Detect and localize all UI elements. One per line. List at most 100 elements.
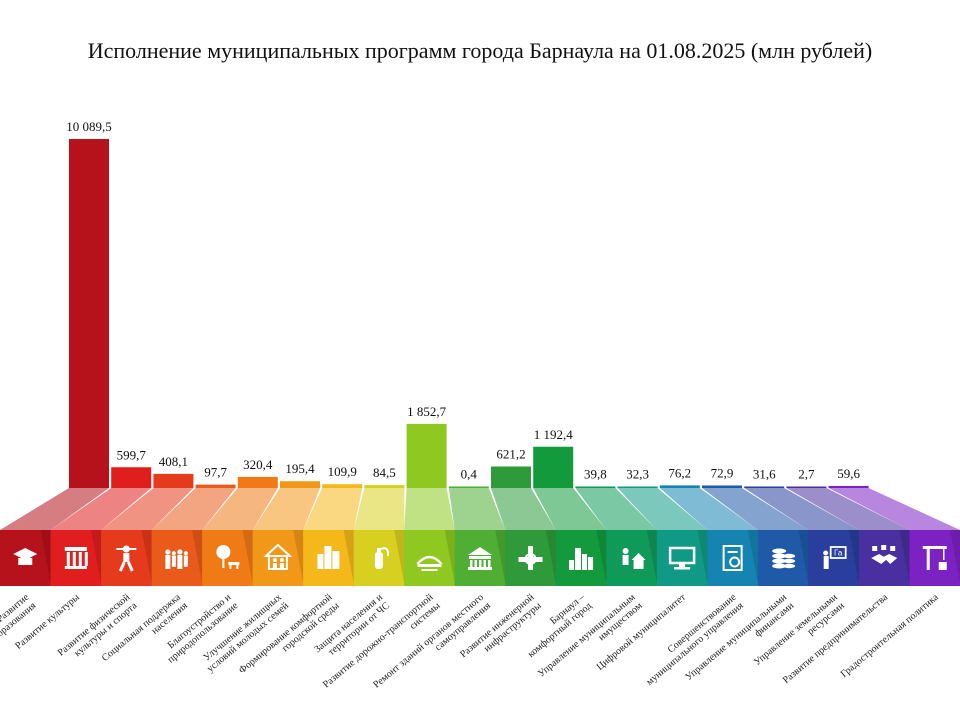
bar-value-label: 10 089,5 <box>66 119 112 134</box>
bar-value-label: 39,8 <box>584 467 607 482</box>
bar-connector <box>617 488 708 530</box>
graduation-cap-icon <box>13 548 38 565</box>
bar <box>533 446 574 488</box>
road-bridge-icon <box>416 555 443 571</box>
fire-extinguisher-icon <box>374 547 390 569</box>
category-tile <box>757 530 809 586</box>
category-tile <box>151 530 203 586</box>
bar-value-label: 59,6 <box>837 466 860 481</box>
tile-shade <box>848 530 860 586</box>
bar <box>195 484 236 488</box>
tile-shade <box>950 530 960 584</box>
tile-shade <box>91 530 102 586</box>
bar-connector <box>202 488 278 530</box>
bar-connector <box>353 488 405 530</box>
family-icon <box>165 549 188 569</box>
category-tile <box>202 530 254 586</box>
tile-shade <box>697 530 708 586</box>
bar <box>69 139 109 488</box>
tile-shade <box>545 530 557 586</box>
computer-icon <box>668 546 696 570</box>
tile-shade <box>242 530 254 586</box>
bar-value-label: 1 852,7 <box>407 404 447 419</box>
bar-connector <box>786 488 910 530</box>
bar <box>575 486 616 488</box>
bar-value-label: 109,9 <box>328 464 357 479</box>
tile-shade <box>293 530 304 586</box>
chart-title: Исполнение муниципальных программ города… <box>87 38 873 63</box>
bar-connector <box>828 488 960 530</box>
land-presentation-icon: Га <box>823 546 847 569</box>
house-family-icon <box>263 543 293 570</box>
bar-value-label: 76,2 <box>668 465 691 480</box>
category-label: Градостроительная политика <box>839 592 941 680</box>
bar-connector <box>575 488 657 530</box>
bar-value-label: 195,4 <box>285 461 315 476</box>
tile-shade <box>444 530 456 586</box>
bar-value-label: 72,9 <box>711 465 734 480</box>
bar <box>364 485 405 488</box>
pipes-valve-icon <box>518 546 543 570</box>
person-house-icon <box>622 548 646 569</box>
bar-connector <box>50 488 152 530</box>
land-board-label: Га <box>834 549 843 558</box>
category-tile <box>606 530 658 586</box>
bar-value-label: 32,3 <box>626 467 649 482</box>
tile-shade <box>747 530 759 586</box>
bar <box>406 423 447 488</box>
tree-bench-icon <box>216 545 240 569</box>
bar-connector <box>659 488 758 530</box>
bar-connector <box>404 488 455 530</box>
bar-connector <box>252 488 320 530</box>
bar-connector <box>101 488 194 530</box>
city-skyline-icon <box>569 548 594 570</box>
category-tile <box>555 530 607 586</box>
document-check-icon <box>722 545 743 571</box>
tile-shade <box>40 530 52 586</box>
bar-connector <box>744 488 859 530</box>
tile-shade <box>343 530 355 586</box>
bar <box>448 486 489 488</box>
category-tile <box>656 530 708 586</box>
category-tile <box>909 530 960 586</box>
bar-value-label: 599,7 <box>117 447 147 462</box>
athlete-icon <box>116 545 137 572</box>
tile-shade <box>394 530 405 586</box>
bar-connector <box>448 488 506 530</box>
bar <box>153 473 194 488</box>
theater-icon <box>64 547 88 569</box>
category-tile <box>252 530 304 586</box>
tile-shade <box>596 530 607 586</box>
bar-value-label: 84,5 <box>373 465 396 480</box>
handshake-icon <box>871 545 898 564</box>
bar-connector <box>491 488 556 530</box>
tile-shade <box>646 530 658 586</box>
tile-shade <box>141 530 153 586</box>
bar-connector <box>702 488 809 530</box>
tile-shade <box>899 530 910 586</box>
bar-value-label: 1 192,4 <box>534 427 574 442</box>
tile-shade <box>192 530 203 586</box>
bar-value-label: 0,4 <box>461 467 478 482</box>
bar-connector <box>303 488 363 530</box>
bar <box>617 486 658 488</box>
bar-value-label: 408,1 <box>159 454 188 469</box>
bar-connector <box>151 488 236 530</box>
bar-connector <box>533 488 607 530</box>
bar-connector <box>0 488 109 530</box>
tower-crane-icon <box>922 546 947 570</box>
bar-value-label: 320,4 <box>243 457 273 472</box>
bar <box>828 485 869 488</box>
bar <box>702 485 742 488</box>
tile-shade <box>495 530 506 586</box>
bar <box>491 466 531 488</box>
bar <box>786 486 827 488</box>
government-building-icon <box>468 547 492 570</box>
bar <box>322 484 363 488</box>
bar-value-label: 97,7 <box>204 465 227 480</box>
bar <box>111 467 152 488</box>
bar <box>280 481 320 488</box>
bar-value-label: 621,2 <box>496 447 525 462</box>
tile-shade <box>798 530 809 586</box>
